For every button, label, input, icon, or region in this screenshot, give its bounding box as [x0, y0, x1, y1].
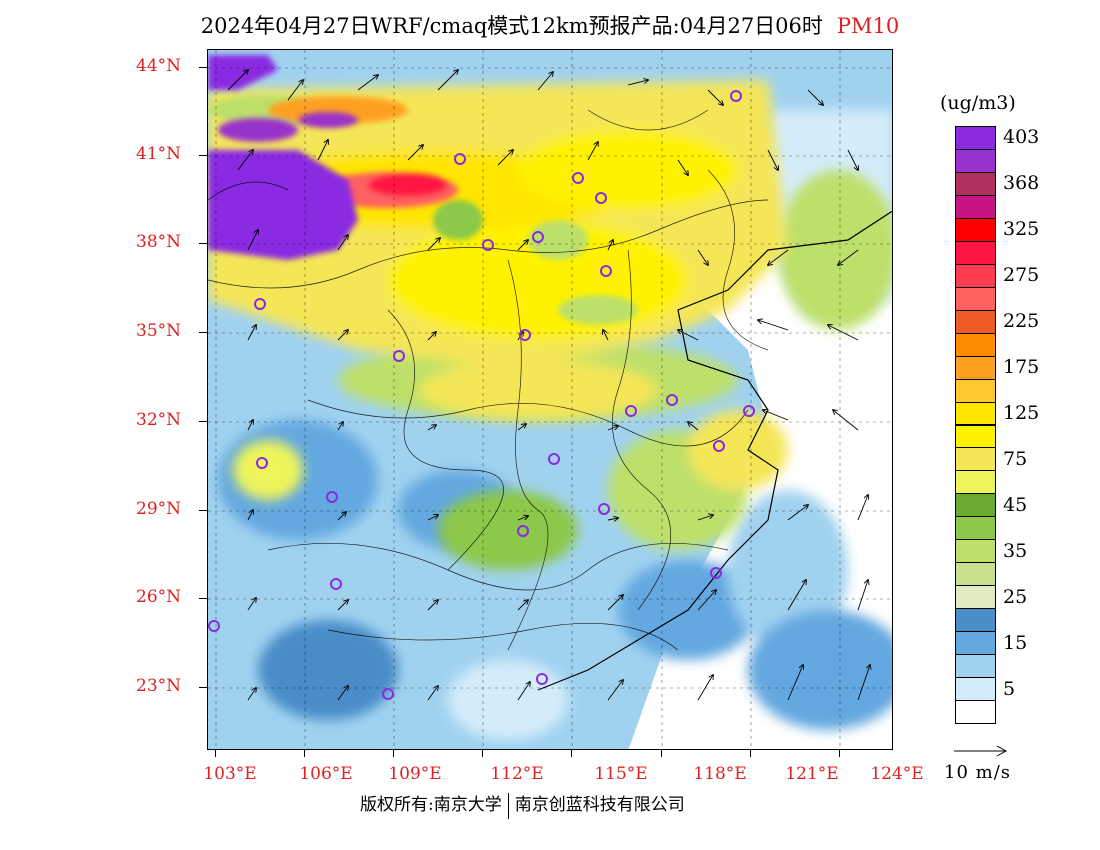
coastline [537, 210, 892, 691]
legend-swatch [955, 424, 996, 449]
legend-swatch [955, 332, 996, 357]
lat-label: 26°N [136, 587, 182, 607]
legend-swatch [955, 539, 996, 564]
legend-swatch [955, 447, 996, 472]
legend-level-label: 25 [1003, 585, 1028, 608]
lon-tick [571, 750, 572, 757]
lon-tick [839, 750, 840, 757]
legend-swatch [955, 378, 996, 403]
legend-level-label: 275 [1003, 264, 1040, 287]
legend-level-label: 175 [1003, 356, 1040, 379]
lon-label: 103°E [203, 764, 257, 784]
lon-label: 109°E [388, 764, 442, 784]
copyright-separator [507, 792, 509, 819]
lat-tick [199, 67, 207, 68]
title-main: 2024年04月27日WRF/cmaq模式12km预报产品:04月27日06时 [200, 14, 823, 38]
wind-scale-label: 10 m/s [944, 762, 1011, 783]
title-pollutant: PM10 [836, 14, 900, 38]
legend-swatch [955, 562, 996, 587]
legend-swatch [955, 585, 996, 610]
legend-swatch [955, 355, 996, 380]
lon-label: 112°E [490, 764, 544, 784]
legend-swatch [955, 516, 996, 541]
legend-level-label: 35 [1003, 539, 1028, 562]
legend-level-label: 368 [1003, 172, 1040, 195]
lon-label: 115°E [594, 764, 648, 784]
legend-level-label: 225 [1003, 310, 1040, 333]
legend-swatch [955, 309, 996, 334]
wind-scale-arrow-icon [954, 745, 1008, 757]
legend-level-label: 45 [1003, 493, 1028, 516]
color-legend [955, 126, 996, 724]
lat-tick [199, 332, 207, 333]
legend-swatch [955, 148, 996, 173]
lat-tick [199, 687, 207, 688]
legend-level-label: 125 [1003, 402, 1040, 425]
wind-vectors [227, 70, 870, 701]
copyright-right: 南京创蓝科技有限公司 [514, 795, 685, 815]
legend-swatch [955, 240, 996, 265]
legend-swatch [955, 126, 996, 150]
legend-swatch [955, 194, 996, 219]
legend-swatch [955, 493, 996, 518]
legend-swatch [955, 631, 996, 656]
lon-tick [393, 750, 394, 757]
legend-unit: (ug/m3) [940, 92, 1016, 114]
legend-swatch [955, 470, 996, 495]
lon-label: 106°E [299, 764, 353, 784]
lat-label: 44°N [136, 56, 182, 76]
lon-tick [661, 750, 662, 757]
legend-swatch [955, 700, 996, 724]
lat-tick [199, 243, 207, 244]
lon-label: 118°E [693, 764, 747, 784]
lon-tick [482, 750, 483, 757]
lon-label: 124°E [870, 764, 924, 784]
legend-swatch [955, 286, 996, 311]
legend-level-label: 5 [1003, 677, 1016, 700]
pm10-forecast-map [207, 49, 893, 750]
lat-tick [199, 155, 207, 156]
lat-tick [199, 510, 207, 511]
copyright: 版权所有:南京大学 南京创蓝科技有限公司 [360, 790, 685, 819]
lat-label: 38°N [136, 232, 182, 252]
lon-tick [215, 750, 216, 757]
legend-level-label: 325 [1003, 218, 1040, 241]
lon-tick [750, 750, 751, 757]
lat-tick [199, 421, 207, 422]
copyright-left: 版权所有:南京大学 [360, 795, 502, 815]
lat-label: 41°N [136, 144, 182, 164]
lat-label: 23°N [136, 676, 182, 696]
legend-level-label: 75 [1003, 447, 1028, 470]
legend-level-label: 15 [1003, 631, 1028, 654]
legend-swatch [955, 677, 996, 702]
lat-label: 35°N [136, 321, 182, 341]
legend-swatch [955, 401, 996, 426]
lon-tick [304, 750, 305, 757]
lat-tick [199, 598, 207, 599]
legend-swatch [955, 217, 996, 242]
legend-swatch [955, 263, 996, 288]
legend-swatch [955, 608, 996, 633]
lon-label: 121°E [785, 764, 839, 784]
lat-label: 32°N [136, 410, 182, 430]
lat-label: 29°N [136, 499, 182, 519]
legend-swatch [955, 171, 996, 196]
city-markers [208, 90, 755, 700]
map-title: 2024年04月27日WRF/cmaq模式12km预报产品:04月27日06时 P… [0, 10, 1100, 40]
legend-swatch [955, 654, 996, 679]
legend-level-label: 403 [1003, 126, 1040, 149]
